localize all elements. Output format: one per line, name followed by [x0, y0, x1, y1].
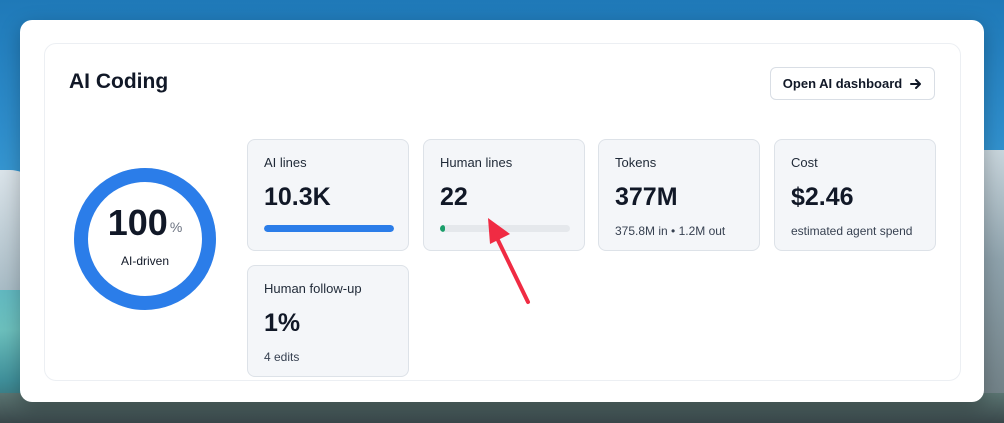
ai-coding-panel: AI Coding Open AI dashboard 100% AI-driv…: [44, 43, 961, 381]
stat-card-human-lines: Human lines 22: [423, 139, 585, 251]
ai-driven-unit: %: [169, 219, 183, 235]
stat-value: $2.46: [791, 183, 854, 211]
stat-subtext: estimated agent spend: [791, 224, 913, 238]
ring-chart: [74, 168, 216, 310]
open-ai-dashboard-label: Open AI dashboard: [782, 76, 903, 91]
stat-card-human-follow-up: Human follow-up 1% 4 edits: [247, 265, 409, 377]
stat-label: AI lines: [264, 155, 307, 170]
stat-value: 10.3K: [264, 183, 331, 211]
ai-coding-card: AI Coding Open AI dashboard 100% AI-driv…: [20, 20, 984, 402]
ai-driven-label: AI-driven: [120, 254, 170, 268]
stat-label: Human lines: [440, 155, 513, 170]
stat-subtext: 4 edits: [264, 350, 300, 364]
red-arrow-annotation-icon: [488, 218, 530, 304]
stat-value: 1%: [264, 309, 301, 337]
stat-card-ai-lines: AI lines 10.3K: [247, 139, 409, 251]
ai-driven-value: 100%: [72, 204, 218, 242]
stat-label: Tokens: [615, 155, 657, 170]
stat-label: Human follow-up: [264, 281, 362, 296]
stat-card-cost: Cost $2.46 estimated agent spend: [774, 139, 936, 251]
ai-driven-number: 100: [107, 202, 168, 243]
ring-progress: [74, 168, 216, 310]
section-title: AI Coding: [69, 70, 169, 93]
stat-card-tokens: Tokens 377M 375.8M in • 1.2M out: [598, 139, 760, 251]
stat-label: Cost: [791, 155, 818, 170]
ai-lines-bar-fill: [264, 225, 394, 232]
human-lines-bar-fill: [440, 225, 446, 232]
stat-subtext: 375.8M in • 1.2M out: [615, 224, 726, 238]
stat-value: 377M: [615, 183, 678, 211]
open-ai-dashboard-button[interactable]: Open AI dashboard: [770, 67, 935, 100]
arrow-right-icon: [910, 78, 922, 89]
ai-lines-bar: [264, 225, 394, 232]
human-lines-bar: [440, 225, 570, 232]
ai-driven-ring: 100% AI-driven: [72, 166, 218, 312]
stat-value: 22: [440, 183, 468, 211]
